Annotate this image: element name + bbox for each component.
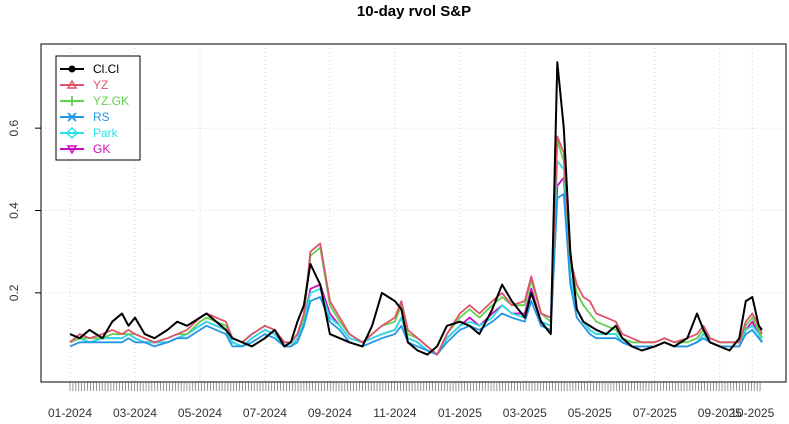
x-tick-label: 01-2025 — [438, 406, 482, 420]
x-tick-label: 11-2024 — [373, 406, 416, 420]
legend-marker-circle-icon — [68, 65, 76, 73]
legend-label-yz-gk: YZ.GK — [93, 94, 129, 108]
legend-marker-diamond-icon — [65, 126, 79, 140]
series-line-rs — [69, 193, 763, 356]
x-tick-label: 03-2024 — [113, 406, 157, 420]
x-tick-label: 05-2024 — [178, 406, 222, 420]
series-line-yz-gk — [69, 139, 763, 356]
chart-title: 10-day rvol S&P — [357, 3, 471, 20]
x-tick-label: 10-2025 — [730, 406, 774, 420]
series-line-yz — [69, 135, 763, 356]
legend-label-rs: RS — [93, 110, 110, 124]
grid-lines — [41, 44, 786, 382]
x-tick-label: 05-2025 — [568, 406, 612, 420]
legend-label-cl-cl: Cl.Cl — [93, 62, 119, 76]
x-tick-label: 03-2025 — [503, 406, 547, 420]
legend-box — [55, 55, 141, 161]
series-line-gk — [69, 176, 763, 356]
legend: Cl.Cl YZ YZ.GK RS Park GK — [55, 55, 141, 161]
x-tick-label: 09-2024 — [308, 406, 352, 420]
legend-marker-triangle-down-icon — [66, 145, 78, 155]
legend-label-gk: GK — [93, 142, 110, 156]
x-tick-label: 01-2024 — [48, 406, 92, 420]
legend-label-park: Park — [93, 126, 119, 140]
plot-frame — [40, 43, 787, 383]
legend-marker-cross-icon — [67, 112, 77, 122]
y-axis: 0.2 0.4 0.6 — [7, 119, 41, 301]
legend-marker-triangle-icon — [66, 79, 78, 89]
x-axis: 01-2024 03-2024 05-2024 07-2024 09-2024 11-20… — [48, 381, 775, 420]
legend-label-yz: YZ — [93, 78, 108, 92]
x-tick-label: 07-2024 — [243, 406, 287, 420]
y-tick-label: 0.6 — [7, 119, 21, 136]
series-lines — [69, 61, 763, 356]
y-tick-label: 0.2 — [7, 284, 21, 301]
legend-marker-plus-icon — [67, 96, 77, 106]
series-line-cl-cl — [69, 61, 763, 356]
x-tick-label: 07-2025 — [633, 406, 677, 420]
y-tick-label: 0.4 — [7, 202, 21, 219]
x-tick-label: 09-2025 — [698, 406, 742, 420]
